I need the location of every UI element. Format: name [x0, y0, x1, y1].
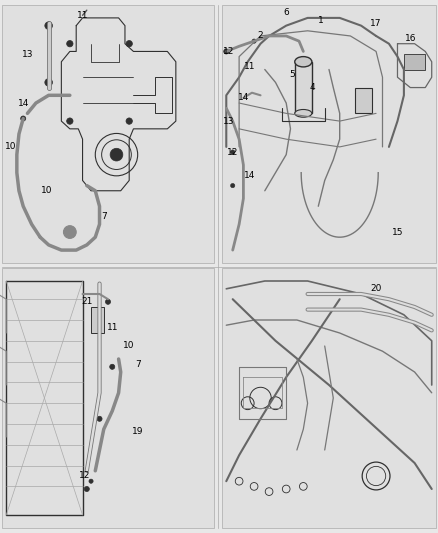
- Text: 21: 21: [81, 297, 92, 306]
- Text: 6: 6: [283, 8, 289, 17]
- Text: 12: 12: [79, 472, 90, 481]
- Circle shape: [110, 364, 115, 369]
- Circle shape: [45, 78, 53, 86]
- Circle shape: [67, 118, 73, 124]
- Bar: [2, 5, 214, 263]
- Circle shape: [21, 116, 26, 121]
- Circle shape: [110, 148, 123, 161]
- Text: 1: 1: [318, 16, 323, 25]
- Bar: [295, 62, 312, 114]
- Ellipse shape: [295, 109, 312, 117]
- Text: 2: 2: [258, 31, 263, 41]
- Circle shape: [230, 150, 235, 154]
- Text: 19: 19: [132, 427, 143, 437]
- Text: 13: 13: [22, 50, 33, 59]
- Bar: [404, 54, 425, 69]
- Text: 14: 14: [238, 93, 249, 102]
- Text: 16: 16: [405, 34, 416, 43]
- Text: 10: 10: [5, 142, 16, 151]
- Ellipse shape: [295, 56, 312, 67]
- Text: 10: 10: [124, 342, 135, 351]
- Text: 14: 14: [18, 99, 29, 108]
- Text: 7: 7: [135, 360, 141, 369]
- Circle shape: [224, 49, 229, 54]
- Text: 10: 10: [41, 186, 52, 195]
- Text: 13: 13: [223, 117, 234, 126]
- Circle shape: [89, 479, 93, 483]
- Text: 11: 11: [77, 11, 88, 20]
- Text: 14: 14: [244, 171, 255, 180]
- Circle shape: [126, 118, 132, 124]
- Text: 12: 12: [227, 148, 238, 157]
- Circle shape: [252, 39, 256, 43]
- Text: 11: 11: [244, 62, 255, 71]
- Bar: [91, 307, 104, 333]
- Bar: [222, 268, 436, 528]
- Circle shape: [230, 183, 235, 188]
- Circle shape: [126, 41, 132, 47]
- Bar: [222, 5, 436, 263]
- Circle shape: [84, 487, 89, 491]
- Text: 4: 4: [309, 83, 314, 92]
- Circle shape: [67, 41, 73, 47]
- Text: 20: 20: [371, 284, 382, 293]
- Text: 15: 15: [392, 228, 403, 237]
- Circle shape: [45, 22, 53, 29]
- Circle shape: [97, 416, 102, 422]
- Bar: [355, 87, 372, 114]
- Text: 12: 12: [223, 47, 234, 56]
- Circle shape: [64, 225, 76, 238]
- Text: 17: 17: [371, 19, 382, 28]
- Circle shape: [106, 299, 110, 304]
- Text: 11: 11: [106, 324, 118, 332]
- Text: 5: 5: [290, 70, 296, 79]
- Text: 7: 7: [101, 212, 106, 221]
- Bar: [2, 268, 214, 528]
